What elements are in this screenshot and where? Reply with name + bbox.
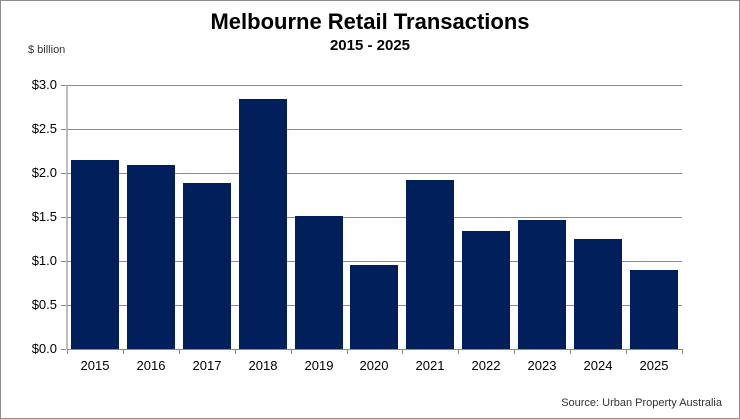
bar-2025 [630,270,678,349]
x-tick-label: 2023 [527,358,557,373]
x-tick [123,349,124,354]
x-tick-label: 2019 [304,358,334,373]
x-tick-label: 2015 [80,358,110,373]
y-tick-label: $1.5 [31,209,57,224]
x-tick [458,349,459,354]
bar-2016 [127,165,175,349]
x-tick-label: 2025 [639,358,669,373]
x-tick-label: 2017 [192,358,222,373]
gridline [67,173,682,174]
bar-2015 [71,160,119,349]
x-tick [682,349,683,354]
plot-area: $0.0 $0.5 $1.0 $1.5 $2.0 $2.5 $3.0 2015 2016 2017… [32,77,683,373]
bar-2019 [295,216,343,349]
bar-2024 [574,239,622,349]
bar-2018 [239,99,287,349]
y-tick-label: $2.0 [31,165,57,180]
gridline [67,217,682,218]
x-tick [347,349,348,354]
gridline [67,261,682,262]
bar-2023 [518,220,566,349]
gridline [67,129,682,130]
y-tick [61,305,66,306]
x-tick-label: 2020 [359,358,389,373]
x-axis [67,349,682,350]
y-tick [61,217,66,218]
y-axis-label: $ billion [28,44,66,56]
x-tick-label: 2016 [136,358,166,373]
bar-2020 [350,265,398,349]
x-tick [514,349,515,354]
y-tick [61,129,66,130]
x-tick [235,349,236,354]
x-tick-label: 2018 [248,358,278,373]
y-tick-label: $0.0 [31,341,57,356]
x-tick-label: 2022 [471,358,501,373]
y-tick-label: $3.0 [31,77,57,92]
y-tick [61,85,66,86]
x-tick-label: 2024 [583,358,613,373]
x-tick [291,349,292,354]
chart-title: Melbourne Retail Transactions [210,9,530,34]
gridline [67,85,682,86]
y-tick-label: $2.5 [31,121,57,136]
bar-2017 [183,183,231,349]
x-tick [626,349,627,354]
y-tick-label: $1.0 [31,253,57,268]
x-tick [179,349,180,354]
y-tick [61,349,66,350]
chart-subtitle: 2015 - 2025 [329,37,411,54]
x-tick-label: 2021 [415,358,445,373]
x-tick [67,349,68,354]
y-tick [61,261,66,262]
x-tick [570,349,571,354]
y-tick [61,173,66,174]
source-note: Source: Urban Property Australia [561,397,722,409]
y-tick-label: $0.5 [31,297,57,312]
bar-2022 [462,231,510,349]
bar-2021 [406,180,454,349]
x-tick [402,349,403,354]
